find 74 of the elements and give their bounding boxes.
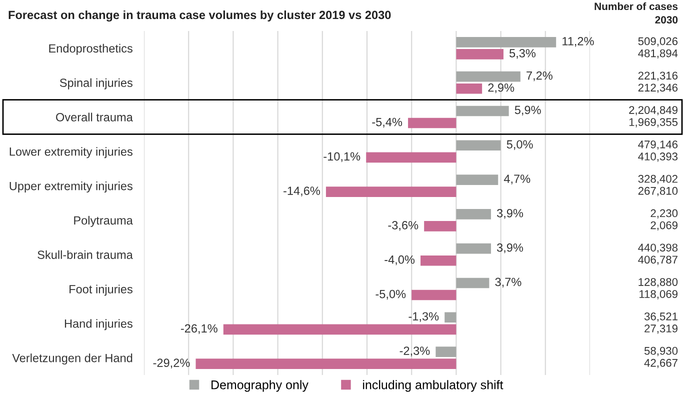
text: 2,230 <box>650 209 678 218</box>
bar <box>456 49 504 60</box>
legend-label: Demography only <box>212 380 308 392</box>
data-label: -10,1% <box>324 152 360 162</box>
bar <box>456 140 501 151</box>
data-label: -14,6% <box>284 186 320 196</box>
y-tick-label: Overall trauma <box>56 112 133 122</box>
y-tick-label: Lower extremity injuries <box>10 147 132 158</box>
bar <box>456 278 490 288</box>
data-label: -29,2% <box>153 358 190 368</box>
bar <box>196 358 456 369</box>
text: 1,969,355 <box>629 118 678 128</box>
text: 406,787 <box>638 256 678 265</box>
y-tick-label: Hand injuries <box>64 319 132 330</box>
data-label: -2,3% <box>400 346 430 356</box>
data-label: -4,0% <box>384 255 415 266</box>
data-label: 2,9% <box>488 83 514 94</box>
data-label: -3,6% <box>388 221 418 231</box>
y-tick-label: Spinal injuries <box>60 78 132 90</box>
data-label: 5,0% <box>506 140 533 150</box>
bar <box>456 37 556 48</box>
bar <box>424 221 456 232</box>
data-label: -26,1% <box>180 324 218 334</box>
bar <box>456 71 520 82</box>
y-tick-label: Verletzungen der Hand <box>12 354 132 365</box>
y-tick-label: Polytrauma <box>74 216 133 227</box>
text: 42,667 <box>644 358 678 368</box>
bar <box>456 209 491 220</box>
data-label: 3,9% <box>496 243 524 254</box>
data-label: 5,3% <box>510 49 536 59</box>
y-tick-label: Foot injuries <box>70 284 132 296</box>
data-label: -1,3% <box>408 312 439 322</box>
text: 267,810 <box>638 186 678 196</box>
data-label: 11,2% <box>562 36 594 47</box>
y-tick-label: Skull-brain trauma <box>38 250 133 259</box>
bar <box>223 324 456 335</box>
chart-title: Forecast on change in trauma case volumes by cluster 2019 vs 2030 <box>8 10 391 22</box>
data-label: -5,0% <box>376 290 406 300</box>
bar <box>436 346 456 357</box>
bar <box>456 243 491 254</box>
data-label: 3,7% <box>495 278 522 288</box>
bar <box>444 312 456 323</box>
text: 410,393 <box>638 152 678 162</box>
text: 58,930 <box>644 346 678 356</box>
text: 27,319 <box>644 324 678 334</box>
data-label: -5,4% <box>372 118 402 128</box>
bar <box>412 290 456 300</box>
data-label: 5,9% <box>514 106 541 116</box>
text: 118,069 <box>640 290 678 300</box>
text: 481,894 <box>638 49 678 59</box>
bar <box>326 186 456 197</box>
bar <box>420 255 456 266</box>
y-tick-label: Endoprosthetics <box>49 44 132 55</box>
text: 479,146 <box>638 140 678 150</box>
text: 128,880 <box>638 278 678 288</box>
legend-label: including ambulatory shift <box>363 380 504 392</box>
data-label: 4,7% <box>504 174 530 184</box>
text: 509,026 <box>638 37 678 46</box>
bar <box>456 83 482 94</box>
text: 328,402 <box>638 174 678 184</box>
text: 36,521 <box>644 312 678 322</box>
text: 2,204,849 <box>629 106 678 116</box>
bar <box>456 106 509 116</box>
text: 221,316 <box>638 72 678 81</box>
text: Number of cases 2030 <box>594 2 678 24</box>
text: 212,346 <box>638 84 678 93</box>
bar <box>366 152 456 163</box>
bar <box>456 174 498 185</box>
text: 2,069 <box>650 221 678 231</box>
text: 440,398 <box>638 244 678 253</box>
bar <box>408 118 456 128</box>
data-label: 3,9% <box>496 208 524 219</box>
data-label: 7,2% <box>526 71 552 82</box>
y-tick-label: Upper extremity injuries <box>10 182 132 193</box>
